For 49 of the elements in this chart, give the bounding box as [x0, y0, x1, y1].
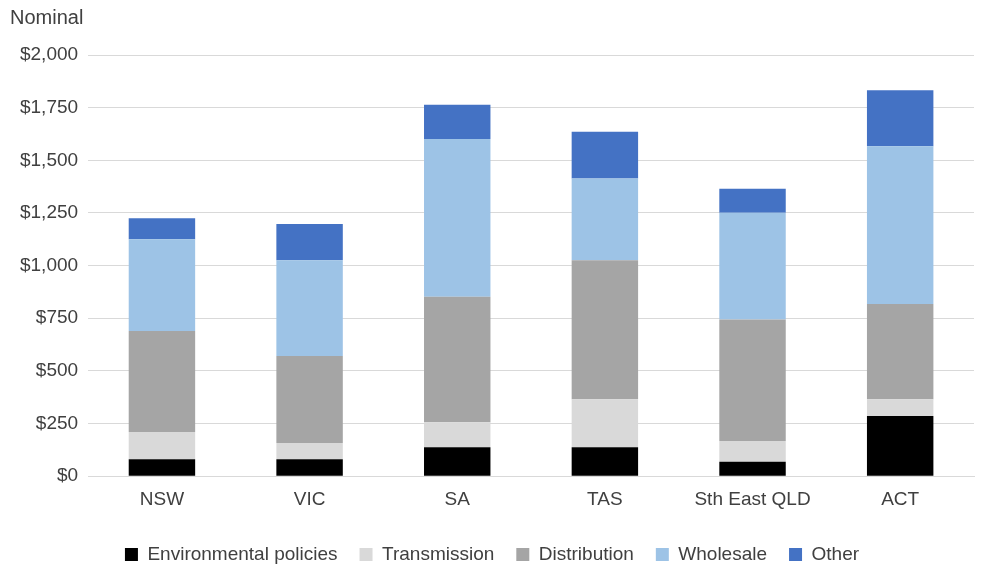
- legend-label: Transmission: [382, 542, 495, 564]
- legend-label: Distribution: [538, 542, 634, 564]
- x-tick-label: Sth East QLD: [694, 487, 811, 509]
- bar: [719, 461, 786, 476]
- y-tick-label: $500: [35, 359, 79, 381]
- x-tick-label: VIC: [293, 487, 326, 509]
- bar: [866, 90, 934, 147]
- legend-label: Other: [811, 542, 860, 564]
- bar: [571, 178, 639, 261]
- x-tick-label: TAS: [587, 487, 623, 509]
- bar: [571, 447, 639, 476]
- x-tick-label: SA: [444, 487, 471, 509]
- bar: [128, 239, 196, 331]
- bar: [719, 319, 786, 442]
- bar: [866, 146, 934, 304]
- y-tick-label: $1,750: [19, 95, 79, 117]
- y-axis-title: Nominal: [10, 5, 84, 28]
- x-tick-label: NSW: [139, 487, 185, 509]
- y-tick-label: $2,000: [19, 43, 79, 65]
- bar: [424, 296, 491, 423]
- legend-label: Wholesale: [678, 542, 768, 564]
- y-tick-label: $1,250: [19, 201, 79, 223]
- bar: [128, 330, 196, 432]
- y-tick-label: $250: [35, 411, 79, 433]
- bar: [276, 442, 343, 460]
- bar: [719, 188, 786, 213]
- bar: [424, 104, 491, 140]
- y-tick-label: $1,500: [19, 148, 79, 170]
- bar: [128, 218, 196, 240]
- bar: [866, 415, 934, 476]
- bar: [276, 459, 343, 476]
- bar: [424, 447, 491, 476]
- y-tick-label: $0: [56, 464, 79, 486]
- x-tick-label: ACT: [881, 487, 920, 509]
- bar: [719, 212, 786, 320]
- bar: [276, 355, 343, 443]
- bar: [719, 441, 786, 462]
- bar: [866, 303, 934, 400]
- bar: [128, 431, 196, 460]
- legend-label: Environmental policies: [147, 542, 338, 564]
- bar: [571, 131, 639, 179]
- y-tick-label: $750: [35, 306, 79, 328]
- bar: [276, 224, 343, 261]
- y-tick-label: $1,000: [19, 253, 79, 275]
- bar: [128, 459, 196, 476]
- bar: [866, 399, 934, 416]
- bar: [276, 260, 343, 356]
- bar: [424, 139, 491, 297]
- bar: [571, 260, 639, 400]
